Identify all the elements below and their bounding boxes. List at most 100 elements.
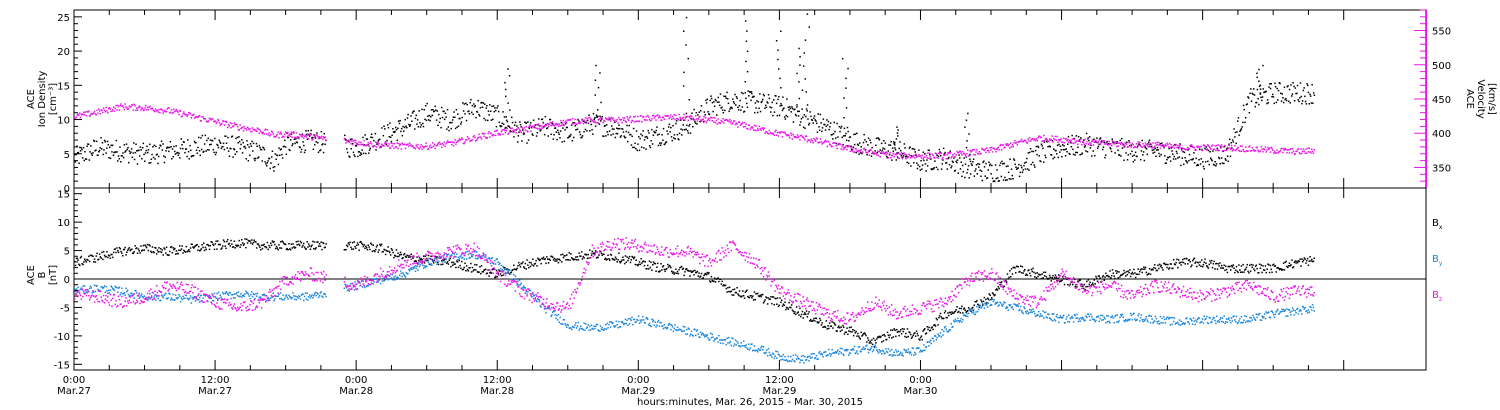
velocity-point [203, 117, 205, 120]
by-point [197, 294, 199, 296]
ion-density-point [147, 151, 149, 154]
velocity-point [1035, 138, 1038, 140]
velocity-point [258, 132, 260, 134]
ion-density-point [700, 110, 702, 112]
ion-density-point [142, 142, 145, 145]
velocity-point [393, 147, 395, 149]
bx-point [1053, 278, 1055, 280]
velocity-point [926, 157, 928, 159]
velocity-point [531, 125, 533, 127]
velocity-point [509, 127, 512, 130]
velocity-point [891, 154, 893, 157]
ion-density-point [1075, 151, 1077, 154]
bx-point [1247, 270, 1249, 273]
bx-point [838, 325, 840, 327]
velocity-point [1313, 149, 1315, 151]
velocity-point [298, 133, 301, 136]
bx-point [88, 260, 91, 263]
ion-density-point [472, 113, 474, 115]
velocity-point [628, 117, 631, 119]
velocity-point [188, 112, 191, 114]
bx-point [1105, 272, 1107, 275]
bx-point [305, 248, 307, 250]
ion-density-point [280, 148, 282, 150]
ion-density-point [1059, 145, 1062, 147]
bx-point [268, 244, 270, 247]
velocity-point [103, 109, 106, 112]
velocity-point [836, 147, 838, 150]
by-point [160, 299, 162, 302]
ion-density-point [744, 20, 747, 22]
bx-point [535, 259, 537, 262]
velocity-point [857, 151, 859, 153]
bx-point [814, 320, 816, 322]
velocity-point [92, 113, 94, 115]
bx-point [1302, 259, 1305, 261]
bx-point [1049, 276, 1052, 279]
bx-point [804, 312, 806, 314]
ion-density-point [1142, 151, 1145, 153]
velocity-point [469, 140, 471, 143]
velocity-point [694, 119, 696, 121]
ion-density-point [843, 117, 845, 119]
velocity-point [879, 156, 881, 158]
velocity-point [849, 150, 852, 152]
velocity-point [900, 153, 902, 155]
bx-point [856, 335, 858, 337]
bx-point [1108, 275, 1110, 278]
ion-density-point [473, 103, 475, 105]
ion-density-point [629, 134, 631, 136]
velocity-point [513, 129, 515, 131]
ion-density-point [1034, 149, 1037, 152]
bx-point [138, 250, 140, 252]
ion-density-point [748, 95, 750, 97]
ion-density-point [824, 123, 826, 126]
bx-point [628, 255, 631, 258]
ion-density-point [710, 95, 712, 97]
ion-density-point [230, 147, 232, 150]
bx-point [408, 256, 410, 258]
bx-point [1000, 281, 1002, 284]
bx-point [813, 317, 815, 320]
ion-density-point [254, 157, 257, 160]
ion-density-point [405, 125, 407, 127]
velocity-point [806, 140, 809, 143]
velocity-point [480, 138, 483, 140]
by-point [219, 294, 221, 296]
bx-point [1301, 261, 1304, 263]
ion-density-point [790, 111, 792, 113]
velocity-point [1049, 139, 1052, 141]
bx-point [1139, 270, 1141, 273]
bx-point [216, 248, 218, 250]
velocity-point [1101, 141, 1104, 143]
ion-density-point [408, 123, 410, 126]
by-point [198, 301, 201, 303]
velocity-point [1027, 138, 1029, 140]
ion-density-point [754, 102, 757, 104]
ion-density-point [550, 133, 552, 136]
ion-density-point [536, 132, 539, 134]
ion-density-point [133, 142, 135, 144]
velocity-point [881, 150, 883, 152]
bx-point [482, 271, 484, 273]
bx-point [1118, 271, 1120, 273]
velocity-point [1181, 149, 1183, 152]
velocity-point [862, 148, 865, 150]
bx-point [1082, 285, 1084, 288]
ion-density-point [972, 158, 975, 160]
bx-point [529, 265, 532, 268]
ion-density-point [1258, 68, 1260, 71]
bx-point [1091, 283, 1093, 286]
ion-density-point [672, 125, 674, 127]
velocity-point [742, 121, 744, 124]
ion-density-point [527, 121, 529, 123]
bx-point [912, 334, 914, 337]
velocity-point [1064, 138, 1067, 140]
bx-point [1287, 265, 1290, 267]
velocity-point [199, 120, 202, 122]
ion-density-point [895, 159, 897, 161]
bx-point [766, 303, 769, 305]
ion-density-point [1269, 83, 1271, 85]
ion-density-point [1210, 158, 1213, 161]
velocity-point [1276, 149, 1278, 151]
